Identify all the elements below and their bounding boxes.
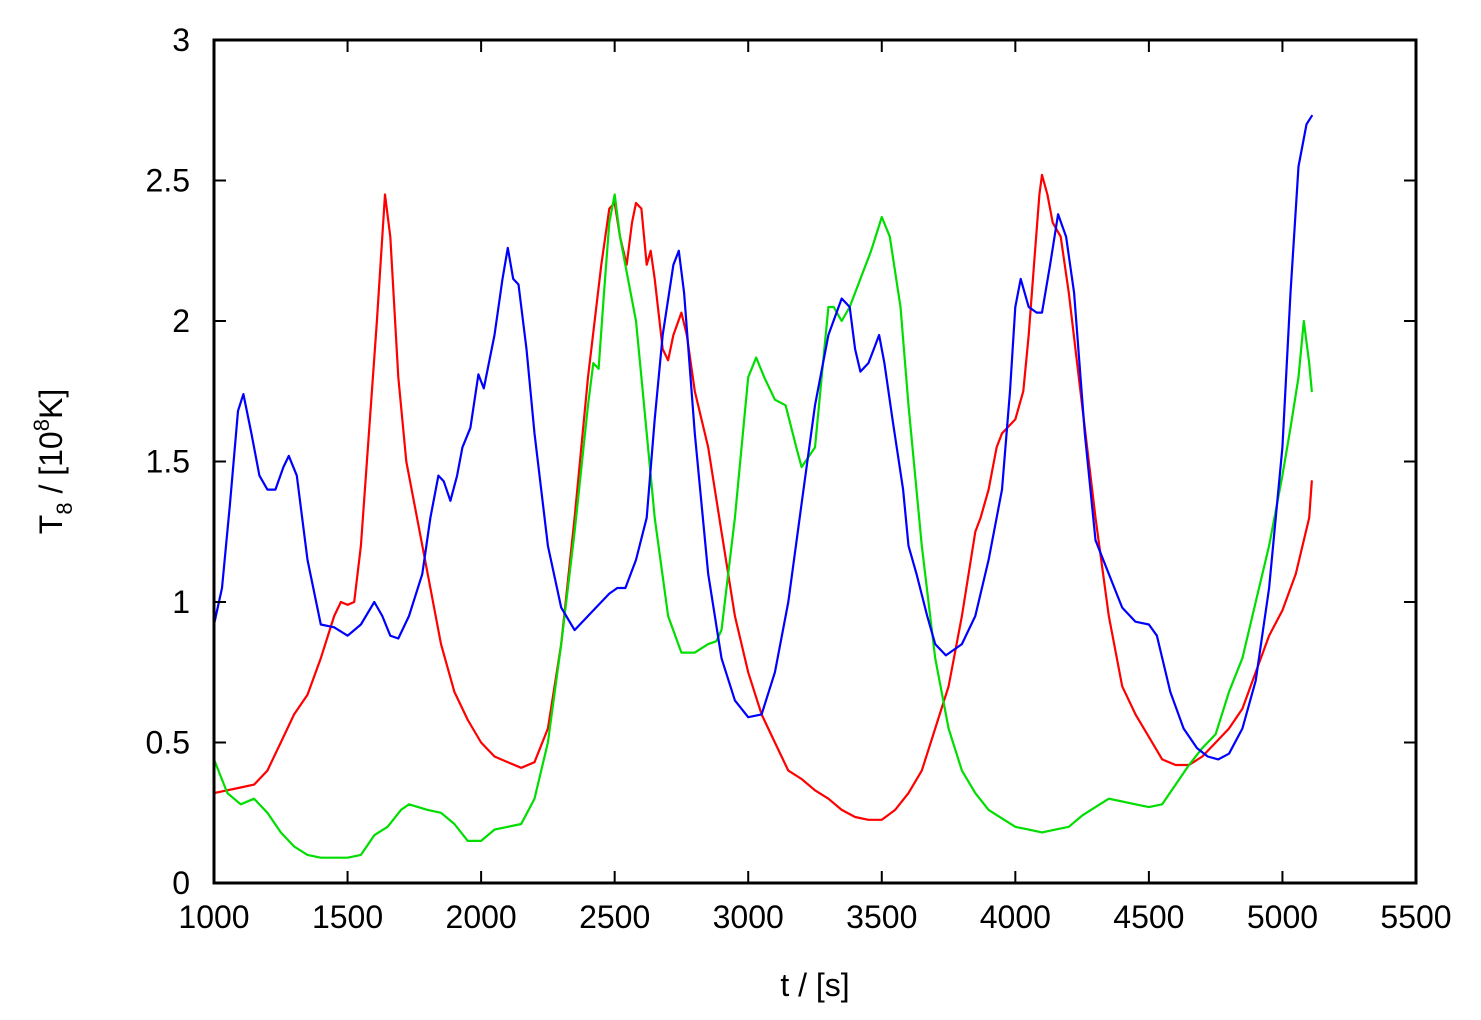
x-tick-label: 1000 [178,899,249,935]
x-tick-label: 2500 [579,899,650,935]
y-tick-label: 0 [172,865,190,901]
y-axis-label-base: T [33,515,69,535]
y-tick-label: 3 [172,22,190,58]
x-axis-label: t / [s] [780,967,849,1003]
series-line-3 [212,114,1313,761]
x-tick-label: 2000 [446,899,517,935]
y-axis-label-sup: 8 [29,419,54,431]
series-line-1 [212,173,1313,821]
series-layer [212,114,1313,859]
y-axis-label-mid: / [10 [33,431,69,502]
ticks-layer: 1000 1500 2000 2500 3000 3500 4000 4500 5000 5500… [146,22,1452,935]
plot-frame [212,38,1418,885]
y-tick-label: 1.5 [146,444,190,480]
y-axis-label: T8 / [108K] [29,389,77,534]
y-tick-label: 1 [172,584,190,620]
y-tick-label: 2.5 [146,163,190,199]
x-tick-label: 5000 [1247,899,1318,935]
y-axis-label-end: K] [33,389,69,419]
x-tick-label: 3500 [846,899,917,935]
y-tick-label: 2 [172,303,190,339]
x-tick-label: 5500 [1380,899,1451,935]
x-tick-label: 1500 [312,899,383,935]
y-axis-label-sub: 8 [52,502,77,514]
series-line-2 [212,193,1313,859]
x-tick-label: 3000 [713,899,784,935]
x-tick-label: 4000 [980,899,1051,935]
y-tick-label: 0.5 [146,725,190,761]
x-tick-label: 4500 [1113,899,1184,935]
